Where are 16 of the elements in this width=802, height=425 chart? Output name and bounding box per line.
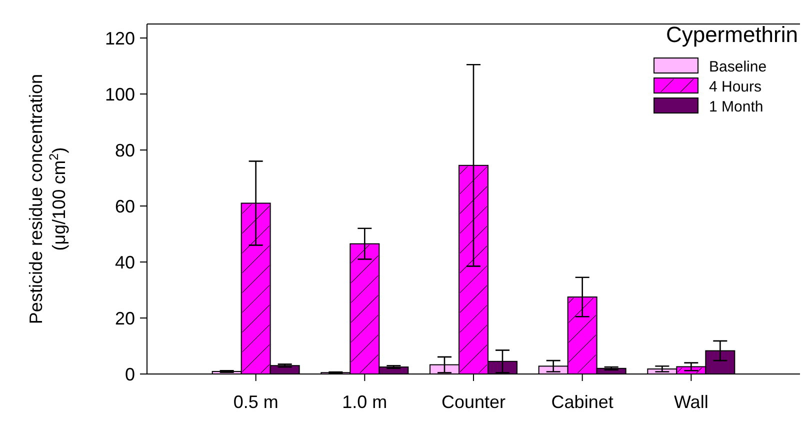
y-tick-label: 0: [124, 364, 135, 384]
x-tick-label: Wall: [674, 392, 708, 412]
x-tick-label: 0.5 m: [233, 392, 278, 412]
legend-label: Baseline: [709, 58, 767, 76]
y-tick-label: 120: [104, 28, 135, 48]
y-tick-label: 100: [104, 84, 135, 104]
y-tick-label: 60: [114, 196, 135, 216]
y-tick-label: 80: [114, 140, 135, 160]
x-tick-label: Cabinet: [551, 392, 614, 412]
x-tick-label: Counter: [441, 392, 506, 412]
y-tick-label: 20: [114, 308, 135, 328]
legend-label: 1 Month: [709, 98, 764, 116]
legend-label: 4 Hours: [709, 78, 762, 96]
y-tick-label: 40: [114, 252, 135, 272]
legend-title: Cypermethrin: [666, 22, 798, 47]
x-tick-label: 1.0 m: [342, 392, 388, 412]
